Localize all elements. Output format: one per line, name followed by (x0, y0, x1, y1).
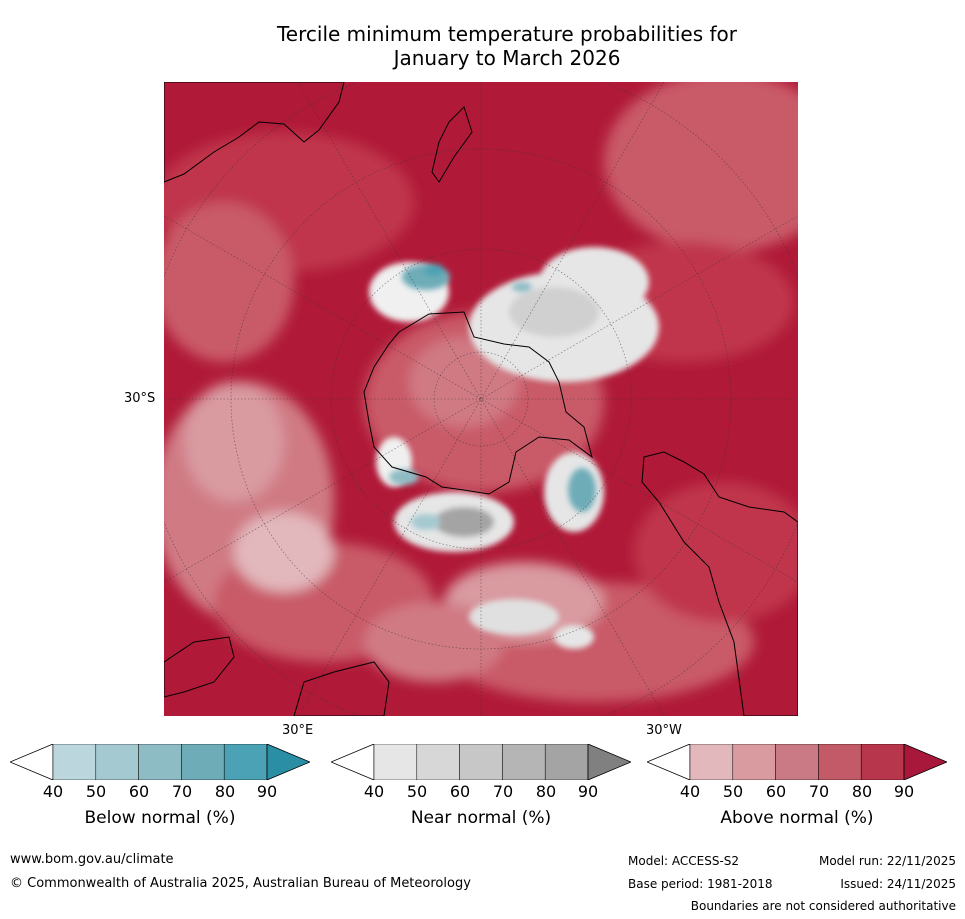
copyright: © Commonwealth of Australia 2025, Austra… (10, 876, 471, 891)
colorbar-bin (818, 743, 862, 781)
colorbar-bin (502, 743, 546, 781)
africa-coastline (164, 636, 390, 716)
colorbar-above-label: Above normal (%) (720, 808, 874, 828)
model-name: Model: ACCESS-S2 (628, 854, 740, 868)
tick: 50 (85, 782, 107, 801)
colorbar-extend-high (587, 743, 633, 781)
tick: 80 (214, 782, 236, 801)
colorbar-bin (689, 743, 734, 781)
colorbar-bin (181, 743, 225, 781)
colorbar-extend-high (903, 743, 949, 781)
colorbar-near-ticks: 40 50 60 70 80 90 (331, 782, 631, 802)
tick: 60 (765, 782, 787, 801)
colorbar-extend-low (645, 743, 691, 781)
colorbar-above: 40 50 60 70 80 90 Above normal (%) (645, 743, 949, 828)
colorbar-below-ticks: 40 50 60 70 80 90 (10, 782, 310, 802)
colorbar-near-swatches (329, 743, 633, 781)
colorbar-extend-low (329, 743, 375, 781)
website-link[interactable]: www.bom.gov.au/climate (10, 852, 174, 867)
tick: 50 (722, 782, 744, 801)
south-america-coastline (641, 451, 798, 716)
field-below-normal (389, 264, 596, 530)
colorbar-bin (138, 743, 182, 781)
colorbar-bin (544, 743, 589, 781)
disclaimer: Boundaries are not considered authoritat… (690, 899, 956, 913)
tick: 80 (535, 782, 557, 801)
colorbar-bin (373, 743, 418, 781)
new-zealand-coastline (431, 106, 473, 183)
tick: 60 (128, 782, 150, 801)
colorbar-bin (732, 743, 776, 781)
label-30e: 30°E (282, 723, 314, 738)
title-line-1: Tercile minimum temperature probabilitie… (276, 22, 738, 46)
model-run: Model run: 22/11/2025 (818, 854, 956, 868)
antarctica-coastline (363, 311, 593, 495)
tick: 50 (406, 782, 428, 801)
tick: 40 (679, 782, 701, 801)
colorbar-above-swatches (645, 743, 949, 781)
tick: 90 (256, 782, 278, 801)
colorbar-bin (95, 743, 139, 781)
colorbar-near-label: Near normal (%) (410, 808, 552, 828)
probability-map (164, 82, 798, 716)
tick: 90 (893, 782, 915, 801)
colorbar-below-swatches (8, 743, 312, 781)
tick: 80 (851, 782, 873, 801)
tick: 60 (449, 782, 471, 801)
label-30s: 30°S (124, 391, 156, 406)
colorbar-above-ticks: 40 50 60 70 80 90 (647, 782, 947, 802)
colorbar-bin (860, 743, 905, 781)
map-title: Tercile minimum temperature probabilitie… (0, 22, 965, 70)
tick: 40 (363, 782, 385, 801)
colorbar-bin (416, 743, 460, 781)
tick: 40 (42, 782, 64, 801)
colorbar-bin (459, 743, 503, 781)
colorbar-bin (223, 743, 268, 781)
tick: 70 (492, 782, 514, 801)
tick: 90 (577, 782, 599, 801)
colorbar-extend-low (8, 743, 54, 781)
graticule (164, 82, 798, 716)
base-period: Base period: 1981-2018 (628, 877, 773, 891)
issued-date: Issued: 24/11/2025 (840, 877, 956, 891)
colorbar-below-label: Below normal (%) (84, 808, 236, 828)
colorbar-bin (52, 743, 97, 781)
tick: 70 (808, 782, 830, 801)
tick: 70 (171, 782, 193, 801)
label-30w: 30°W (646, 723, 682, 738)
colorbar-below: 40 50 60 70 80 90 Below normal (%) (8, 743, 312, 828)
colorbar-bin (775, 743, 819, 781)
field-near-normal (369, 247, 659, 649)
colorbar-near: 40 50 60 70 80 90 Near normal (%) (329, 743, 633, 828)
colorbar-extend-high (266, 743, 312, 781)
australia-coastline (164, 82, 345, 183)
title-line-2: January to March 2026 (393, 46, 621, 70)
